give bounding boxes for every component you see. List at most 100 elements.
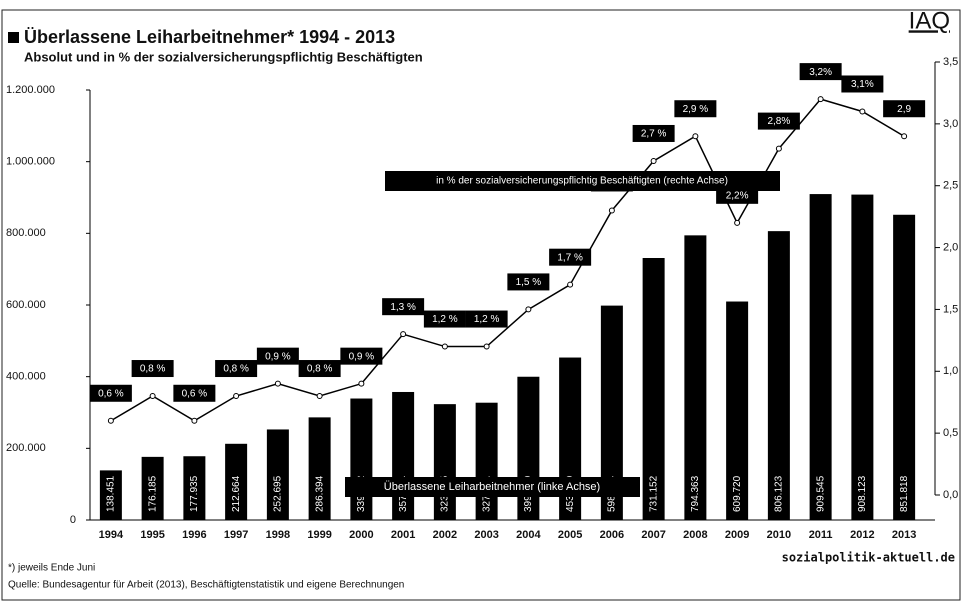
line-point [233, 393, 240, 400]
line-label-box [423, 310, 466, 328]
line-point [149, 393, 156, 400]
y2-tick-label: 2,5 [943, 180, 958, 192]
line-value-label: 2,2% [726, 190, 749, 201]
line-value-label: 0,8 % [140, 364, 166, 375]
y2-tick-label: 0,0 [943, 489, 958, 501]
line-value-label: 2,7 % [641, 129, 667, 140]
line-point [525, 306, 532, 313]
y2-tick-label: 3,5 [943, 56, 958, 68]
y-tick-label: 200.000 [6, 442, 46, 454]
bar-value-label: 212.664 [231, 475, 242, 512]
x-tick-label: 2002 [433, 529, 457, 541]
y-tick-label: 0 [70, 514, 76, 526]
line-label-box [89, 384, 132, 402]
line-value-label: 0,8 % [223, 364, 249, 375]
footnote: *) jeweils Ende Juni [8, 563, 95, 574]
x-tick-label: 2005 [558, 529, 582, 541]
bar [141, 456, 164, 520]
x-tick-label: 2003 [474, 529, 498, 541]
line-point [191, 417, 198, 424]
x-tick-label: 2001 [391, 529, 415, 541]
line-value-label: 2,9 % [683, 104, 709, 115]
x-tick-label: 2004 [516, 529, 541, 541]
bar [642, 258, 665, 520]
chart-title: Überlassene Leiharbeitnehmer* 1994 - 201… [24, 27, 395, 47]
bar-value-label: 806.123 [774, 475, 785, 512]
line-value-label: 0,6 % [98, 388, 124, 399]
bar [851, 194, 874, 520]
line-value-label: 1,7 % [557, 252, 583, 263]
source-logo: sozialpolitik-aktuell.de [782, 551, 955, 565]
line-point [107, 417, 114, 424]
line-value-label: 0,9 % [265, 351, 291, 362]
x-tick-label: 2012 [850, 529, 874, 541]
annotation: in % der sozialversicherungspflichtig Be… [436, 176, 728, 187]
bar [767, 231, 790, 520]
y2-tick-label: 3,0 [943, 118, 958, 130]
line-label-box [883, 100, 926, 118]
bar-value-label: 138.451 [106, 475, 117, 512]
line-value-label: 3,1% [851, 79, 874, 90]
line-label-box [841, 75, 884, 93]
line-point [817, 96, 824, 103]
line-label-box [632, 124, 675, 142]
x-tick-label: 2006 [600, 529, 624, 541]
bar-value-label: 176.185 [147, 475, 158, 512]
line-point [859, 108, 866, 115]
bar [266, 429, 289, 520]
line-label-box [507, 273, 550, 291]
chart-subtitle: Absolut und in % der sozialversicherungs… [24, 49, 423, 64]
x-tick-label: 1994 [99, 529, 124, 541]
line-point [483, 343, 490, 350]
bar [99, 470, 122, 520]
x-tick-label: 2000 [349, 529, 373, 541]
bar [726, 301, 749, 520]
x-tick-label: 1995 [140, 529, 164, 541]
bar-value-label: 286.394 [314, 475, 325, 512]
line-label-box [340, 347, 383, 365]
bar-value-label: 252.695 [273, 475, 284, 512]
bar-value-label: 731.152 [648, 475, 659, 512]
line-point [441, 343, 448, 350]
line-label-box [465, 310, 508, 328]
y-tick-label: 600.000 [6, 299, 46, 311]
line-label-box [173, 384, 216, 402]
line-label-box [256, 347, 299, 365]
bar-value-label: 851.818 [899, 475, 910, 512]
line-label-box [716, 186, 759, 204]
bar [308, 417, 331, 520]
x-tick-label: 1998 [266, 529, 290, 541]
y-tick-label: 1.000.000 [6, 156, 55, 168]
line-label-box [549, 248, 592, 266]
source: Quelle: Bundesagentur für Arbeit (2013),… [8, 580, 404, 591]
annotation: Überlassene Leiharbeitnehmer (linke Achs… [384, 481, 600, 493]
line-value-label: 1,5 % [516, 277, 542, 288]
bar [600, 305, 623, 520]
line-point [734, 219, 741, 226]
line-point [567, 281, 574, 288]
frame [1, 9, 961, 601]
line-value-label: 3,2% [809, 67, 832, 78]
line-point [692, 133, 699, 140]
annotation-box [385, 171, 780, 191]
bar [684, 235, 707, 520]
y-tick-label: 800.000 [6, 227, 46, 239]
line-value-label: 1,3 % [390, 302, 416, 313]
x-tick-label: 1997 [224, 529, 248, 541]
x-tick-label: 2011 [809, 529, 833, 541]
x-tick-label: 1999 [307, 529, 331, 541]
line-point [316, 393, 323, 400]
line-value-label: 0,8 % [307, 364, 333, 375]
x-tick-label: 1996 [182, 529, 206, 541]
bar-value-label: 908.123 [857, 475, 868, 512]
line-point [775, 145, 782, 152]
line-point [901, 133, 908, 140]
line-label-box [131, 360, 174, 378]
bar [183, 456, 206, 520]
bar-value-label: 177.935 [189, 475, 200, 512]
x-tick-label: 2007 [641, 529, 665, 541]
line-value-label: 1,2 % [474, 314, 500, 325]
y2-tick-label: 1,0 [943, 365, 958, 377]
bar-value-label: 794.363 [690, 475, 701, 512]
x-tick-label: 2009 [725, 529, 749, 541]
